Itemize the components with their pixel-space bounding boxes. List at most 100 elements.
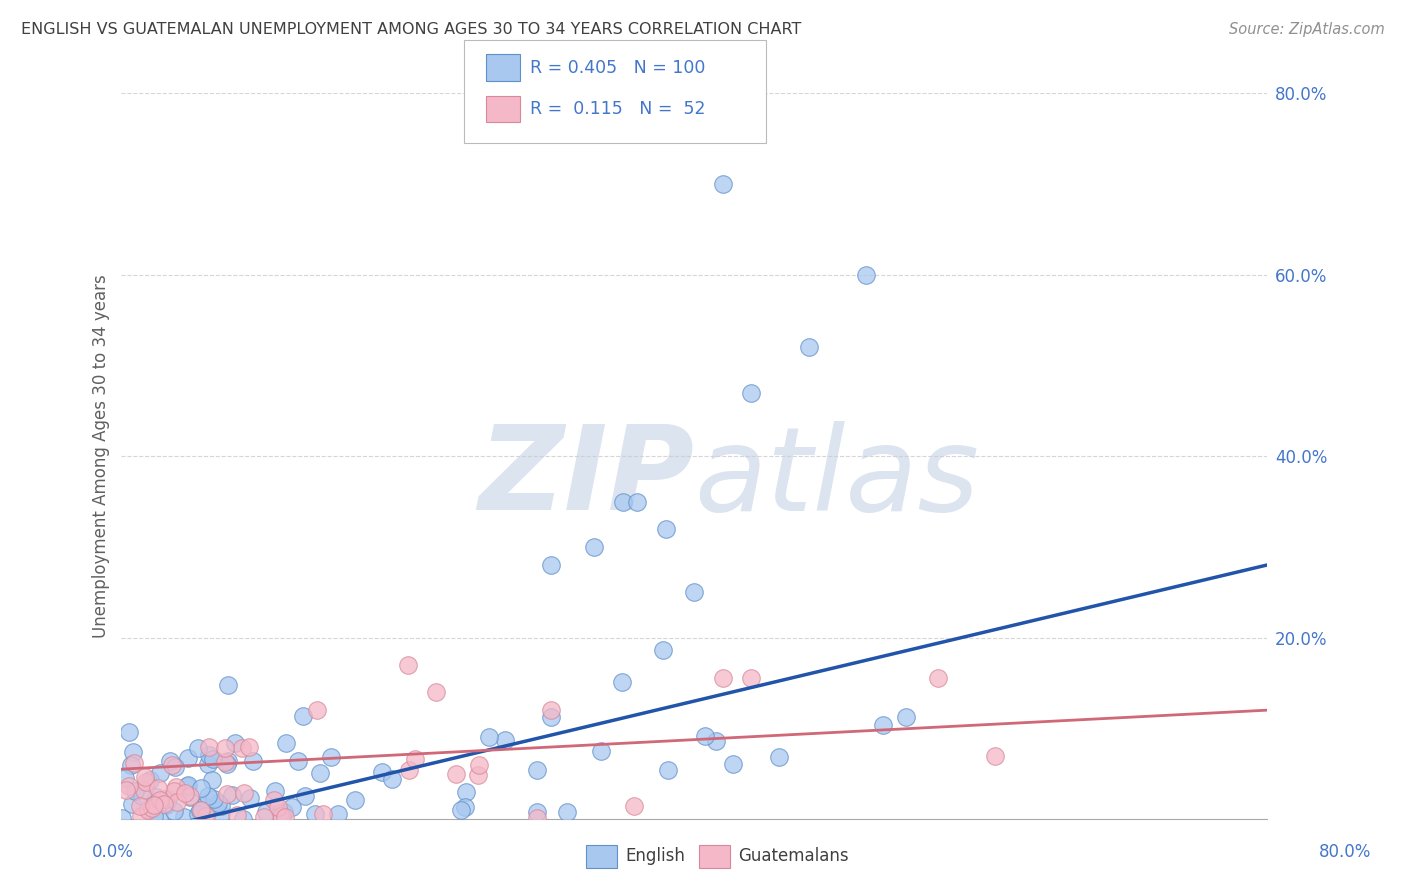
Point [309, 766, 332, 780]
Point [319, 749, 342, 764]
Point [855, 268, 877, 282]
Point [165, 760, 187, 774]
Point [141, 801, 163, 815]
Point [270, 808, 292, 822]
Point [177, 751, 200, 765]
Point [120, 758, 142, 772]
Point [152, 797, 174, 812]
Text: English: English [626, 847, 686, 865]
Point [540, 710, 562, 724]
Point [657, 763, 679, 777]
Point [797, 340, 820, 354]
Point [267, 800, 290, 814]
Point [173, 810, 195, 824]
Point [711, 672, 734, 686]
Point [197, 789, 219, 804]
Point [135, 775, 157, 789]
Point [179, 790, 201, 805]
Point [494, 732, 516, 747]
Point [654, 522, 676, 536]
Point [190, 780, 212, 795]
Point [214, 755, 236, 769]
Point [190, 803, 212, 817]
Point [540, 558, 562, 572]
Point [209, 799, 232, 814]
Point [396, 657, 419, 672]
Point [371, 764, 394, 779]
Text: ZIP: ZIP [478, 420, 695, 535]
Text: 0.0%: 0.0% [91, 843, 134, 861]
Text: Source: ZipAtlas.com: Source: ZipAtlas.com [1229, 22, 1385, 37]
Point [134, 770, 156, 784]
Point [153, 792, 176, 806]
Point [984, 748, 1007, 763]
Point [591, 744, 613, 758]
Point [711, 177, 734, 191]
Point [307, 703, 329, 717]
Point [454, 785, 477, 799]
Point [269, 806, 291, 821]
Point [149, 766, 172, 780]
Point [328, 806, 350, 821]
Point [176, 779, 198, 793]
Point [263, 783, 285, 797]
Point [226, 808, 249, 822]
Point [201, 752, 224, 766]
Point [209, 806, 232, 821]
Point [927, 672, 949, 686]
Point [683, 585, 706, 599]
Point [179, 789, 201, 804]
Point [281, 800, 304, 814]
Point [651, 642, 673, 657]
Point [478, 730, 501, 744]
Point [232, 786, 254, 800]
Point [114, 771, 136, 785]
Point [121, 745, 143, 759]
Point [526, 805, 548, 820]
Point [398, 763, 420, 777]
Point [626, 494, 648, 508]
Point [214, 740, 236, 755]
Point [148, 810, 170, 824]
Point [693, 729, 716, 743]
Text: Guatemalans: Guatemalans [738, 847, 849, 865]
Point [201, 772, 224, 787]
Point [273, 805, 295, 820]
Point [217, 756, 239, 771]
Text: 80.0%: 80.0% [1319, 843, 1371, 861]
Point [540, 703, 562, 717]
Point [380, 772, 402, 787]
Point [217, 754, 239, 768]
Point [131, 808, 153, 822]
Point [136, 803, 159, 817]
Point [202, 791, 225, 805]
Point [468, 757, 491, 772]
Point [193, 798, 215, 813]
Text: R =  0.115   N =  52: R = 0.115 N = 52 [530, 100, 706, 118]
Text: atlas: atlas [695, 421, 979, 535]
Point [238, 740, 260, 755]
Point [704, 733, 727, 747]
Point [221, 788, 243, 802]
Point [118, 779, 141, 793]
Point [263, 793, 285, 807]
Point [555, 805, 578, 820]
Point [231, 741, 253, 756]
Point [343, 792, 366, 806]
Point [239, 790, 262, 805]
Point [872, 717, 894, 731]
Point [224, 736, 246, 750]
Point [198, 740, 221, 755]
Point [173, 786, 195, 800]
Point [131, 789, 153, 803]
Point [740, 385, 762, 400]
Point [526, 763, 548, 777]
Point [149, 792, 172, 806]
Point [312, 807, 335, 822]
Point [128, 799, 150, 814]
Point [139, 772, 162, 787]
Point [721, 756, 744, 771]
Point [217, 787, 239, 801]
Point [198, 747, 221, 762]
Point [145, 789, 167, 804]
